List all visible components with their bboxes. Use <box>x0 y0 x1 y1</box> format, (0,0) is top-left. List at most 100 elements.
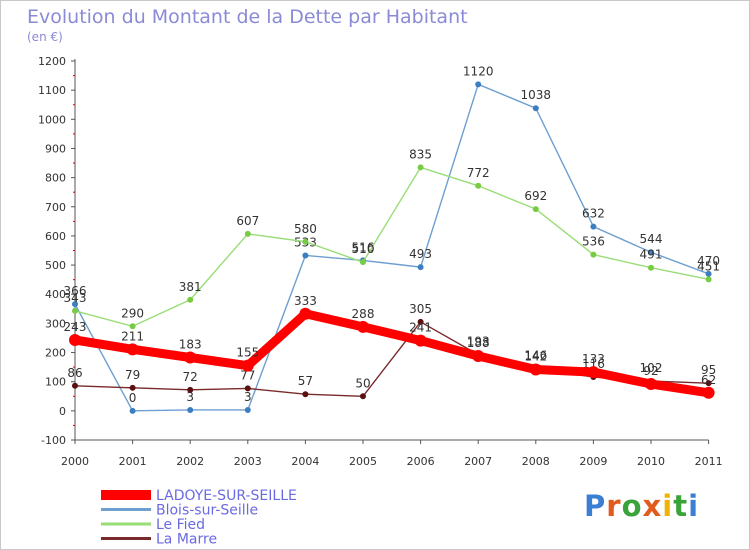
legend-label: La Marre <box>156 532 217 548</box>
data-point <box>705 380 712 387</box>
data-point <box>417 164 424 171</box>
data-point <box>648 249 654 256</box>
data-label: 193 <box>467 335 490 349</box>
data-point <box>360 393 366 400</box>
x-tick-label: 2009 <box>579 455 607 468</box>
data-label: 188 <box>467 336 490 350</box>
data-point <box>302 238 309 245</box>
data-point <box>129 384 136 391</box>
data-label: 451 <box>697 259 720 273</box>
data-point <box>529 363 542 376</box>
data-label: 77 <box>240 368 255 382</box>
x-tick-label: 2005 <box>349 455 377 468</box>
x-tick-label: 2007 <box>464 455 492 468</box>
logo-letter: t <box>673 489 689 523</box>
data-point <box>244 230 251 237</box>
y-tick-label: 200 <box>45 347 66 360</box>
data-label: 536 <box>582 235 605 249</box>
data-label: 243 <box>64 320 87 334</box>
data-point <box>472 350 485 363</box>
y-tick-label: -100 <box>41 434 66 447</box>
y-tick-label: 0 <box>59 405 66 418</box>
data-label: 333 <box>294 294 317 308</box>
data-point <box>475 182 482 189</box>
data-point <box>590 251 597 258</box>
data-label: 580 <box>294 222 317 236</box>
data-label: 95 <box>701 363 716 377</box>
data-label: 183 <box>179 337 202 351</box>
data-label: 57 <box>298 374 313 388</box>
data-label: 491 <box>640 248 663 262</box>
data-label: 632 <box>582 207 605 221</box>
data-point <box>645 378 657 391</box>
data-label: 288 <box>352 307 375 321</box>
legend-swatch <box>101 522 151 526</box>
data-point <box>72 307 78 314</box>
logo-letter: P <box>584 489 607 523</box>
y-tick-label: 900 <box>45 142 66 155</box>
data-point <box>587 366 600 379</box>
data-label: 290 <box>121 306 144 320</box>
data-point <box>417 318 424 325</box>
data-label: 72 <box>183 370 198 384</box>
data-label: 102 <box>640 361 663 375</box>
data-label: 343 <box>64 291 87 305</box>
data-point <box>702 386 715 399</box>
data-label: 50 <box>355 376 370 390</box>
data-point <box>187 406 194 413</box>
data-label: 3 <box>244 390 252 404</box>
data-point <box>187 386 194 393</box>
chart-subtitle: (en €) <box>27 30 63 44</box>
legend-swatch <box>101 490 151 500</box>
data-point <box>72 382 78 389</box>
data-point <box>241 359 254 372</box>
data-point <box>72 301 78 308</box>
series-line <box>74 83 710 412</box>
data-point <box>475 81 482 88</box>
y-tick-label: 1000 <box>38 113 66 126</box>
data-point <box>184 351 197 364</box>
data-label: 835 <box>409 147 432 161</box>
data-point <box>532 105 539 112</box>
data-label: 62 <box>701 373 716 387</box>
data-label: 607 <box>236 214 259 228</box>
data-label: 133 <box>582 352 605 366</box>
y-tick-label: 600 <box>45 230 66 243</box>
data-label: 381 <box>179 280 202 294</box>
x-tick-label: 2000 <box>61 455 89 468</box>
x-tick-label: 2004 <box>291 455 319 468</box>
data-label: 510 <box>352 242 375 256</box>
data-label: 142 <box>524 349 547 363</box>
y-tick-label: 500 <box>45 259 66 272</box>
data-point <box>302 252 309 259</box>
legend-swatch <box>101 537 151 540</box>
data-label: 692 <box>524 189 547 203</box>
data-label: 92 <box>643 364 658 378</box>
data-point <box>299 307 312 320</box>
data-point <box>129 323 136 330</box>
data-label: 0 <box>129 391 137 405</box>
y-tick-label: 700 <box>45 201 66 214</box>
series-0: 243 211 183 155 333 288 241 188 142 133 92 62 <box>64 294 716 399</box>
data-point <box>417 264 424 271</box>
data-point <box>126 343 139 356</box>
series-line <box>74 166 710 327</box>
legend-label: LADOYE-SUR-SEILLE <box>156 488 297 504</box>
x-tick-label: 2003 <box>234 455 262 468</box>
data-point <box>357 320 369 333</box>
legend-label: Le Fied <box>156 517 205 533</box>
data-label: 305 <box>409 302 432 316</box>
data-label: 86 <box>67 366 82 380</box>
data-point <box>705 270 712 277</box>
data-label: 544 <box>640 232 663 246</box>
y-tick-label: 400 <box>45 288 66 301</box>
data-point <box>590 223 597 230</box>
y-tick-label: 1100 <box>38 84 66 97</box>
data-label: 79 <box>125 368 140 382</box>
data-label: 3 <box>186 390 194 404</box>
x-tick-label: 2011 <box>695 455 723 468</box>
data-label: 1120 <box>463 64 494 78</box>
logo-letter: i <box>688 489 700 523</box>
data-label: 1038 <box>521 88 552 102</box>
